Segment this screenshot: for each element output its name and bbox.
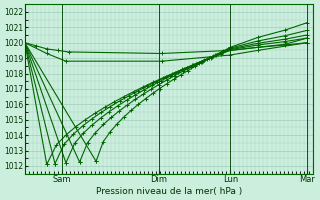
X-axis label: Pression niveau de la mer( hPa ): Pression niveau de la mer( hPa )	[96, 187, 242, 196]
